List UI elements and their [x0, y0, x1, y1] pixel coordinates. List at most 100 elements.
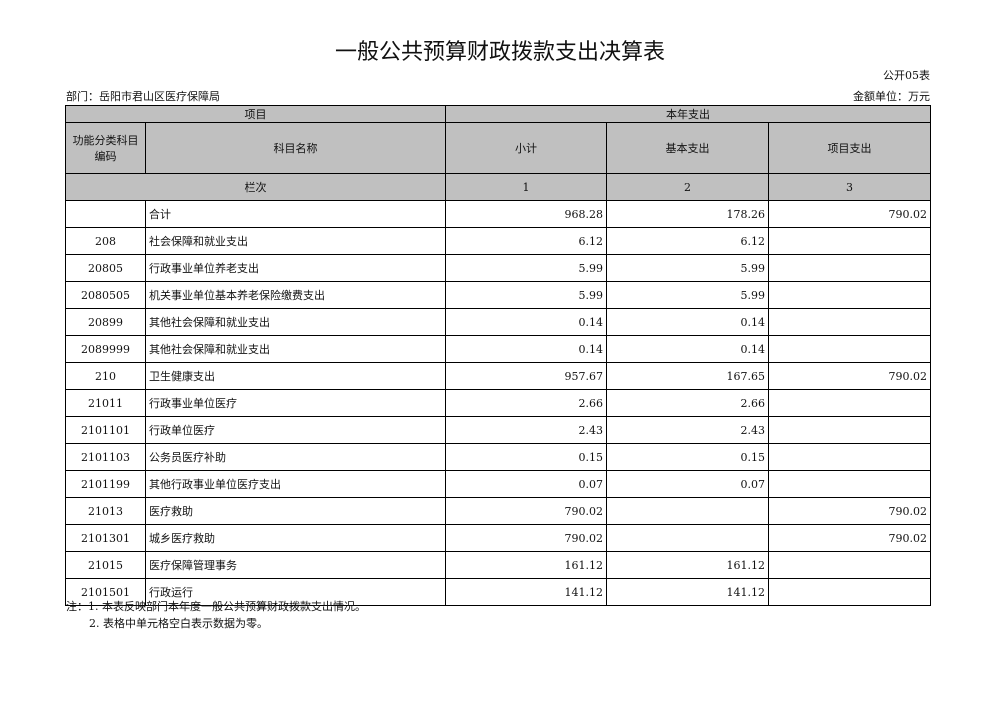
cell-code: 21013 — [65, 497, 146, 525]
cell-subtotal: 2.43 — [445, 416, 607, 444]
cell-project: 790.02 — [768, 524, 931, 552]
cell-subtotal: 790.02 — [445, 524, 607, 552]
cell-subtotal: 0.07 — [445, 470, 607, 498]
cell-code: 20805 — [65, 254, 146, 282]
header-code: 功能分类科目编码 — [65, 122, 146, 174]
cell-project — [768, 578, 931, 606]
cell-code: 2101103 — [65, 443, 146, 471]
cell-subtotal: 6.12 — [445, 227, 607, 255]
cell-name: 社会保障和就业支出 — [145, 227, 446, 255]
cell-name: 其他社会保障和就业支出 — [145, 308, 446, 336]
cell-basic — [606, 524, 769, 552]
cell-name: 合计 — [145, 200, 446, 228]
cell-subtotal: 957.67 — [445, 362, 607, 390]
cell-project — [768, 470, 931, 498]
header-subtotal: 小计 — [445, 122, 607, 174]
unit-label: 金额单位：万元 — [853, 90, 930, 103]
table-row: 20899 其他社会保障和就业支出 0.14 0.14 — [65, 308, 931, 336]
expenditure-table: 项目 本年支出 功能分类科目编码 科目名称 小计 基本支出 项目支出 栏次 1 2 3 合计 96… — [65, 105, 931, 606]
cell-code: 2101199 — [65, 470, 146, 498]
cell-name: 其他社会保障和就业支出 — [145, 335, 446, 363]
cell-subtotal: 790.02 — [445, 497, 607, 525]
cell-basic: 141.12 — [606, 578, 769, 606]
cell-code — [65, 200, 146, 228]
cell-basic: 178.26 — [606, 200, 769, 228]
cell-code: 21011 — [65, 389, 146, 417]
cell-project — [768, 308, 931, 336]
table-row: 2101101 行政单位医疗 2.43 2.43 — [65, 416, 931, 444]
cell-project — [768, 335, 931, 363]
table-row: 2101199 其他行政事业单位医疗支出 0.07 0.07 — [65, 470, 931, 498]
cell-basic: 0.14 — [606, 308, 769, 336]
cell-name: 行政单位医疗 — [145, 416, 446, 444]
cell-project — [768, 281, 931, 309]
cell-project — [768, 443, 931, 471]
cell-code: 2101301 — [65, 524, 146, 552]
cell-project: 790.02 — [768, 200, 931, 228]
header-col1: 1 — [445, 173, 607, 201]
cell-project — [768, 227, 931, 255]
cell-name: 行政运行 — [145, 578, 446, 606]
cell-basic: 167.65 — [606, 362, 769, 390]
cell-code: 208 — [65, 227, 146, 255]
cell-code: 2089999 — [65, 335, 146, 363]
table-row: 21013 医疗救助 790.02 790.02 — [65, 497, 931, 525]
table-row: 2101501 行政运行 141.12 141.12 — [65, 578, 931, 606]
table-row: 2089999 其他社会保障和就业支出 0.14 0.14 — [65, 335, 931, 363]
cell-basic: 5.99 — [606, 281, 769, 309]
table-row: 21011 行政事业单位医疗 2.66 2.66 — [65, 389, 931, 417]
form-number: 公开05表 — [883, 69, 930, 82]
cell-basic: 0.07 — [606, 470, 769, 498]
table-row: 2080505 机关事业单位基本养老保险缴费支出 5.99 5.99 — [65, 281, 931, 309]
header-basic: 基本支出 — [606, 122, 769, 174]
header-current-year: 本年支出 — [445, 105, 931, 123]
cell-code: 20899 — [65, 308, 146, 336]
cell-name: 行政事业单位医疗 — [145, 389, 446, 417]
header-name: 科目名称 — [145, 122, 446, 174]
cell-basic: 0.14 — [606, 335, 769, 363]
note-1: 注：1. 本表反映部门本年度一般公共预算财政拨款支出情况。 — [66, 600, 366, 613]
cell-name: 其他行政事业单位医疗支出 — [145, 470, 446, 498]
table-row: 208 社会保障和就业支出 6.12 6.12 — [65, 227, 931, 255]
cell-subtotal: 0.14 — [445, 335, 607, 363]
table-row: 2101301 城乡医疗救助 790.02 790.02 — [65, 524, 931, 552]
cell-basic — [606, 497, 769, 525]
table-row: 210 卫生健康支出 957.67 167.65 790.02 — [65, 362, 931, 390]
department-label: 部门：岳阳市君山区医疗保障局 — [66, 90, 220, 103]
cell-subtotal: 0.14 — [445, 308, 607, 336]
header-column-order: 栏次 — [65, 173, 446, 201]
cell-basic: 0.15 — [606, 443, 769, 471]
cell-name: 机关事业单位基本养老保险缴费支出 — [145, 281, 446, 309]
header-col3: 3 — [768, 173, 931, 201]
cell-basic: 2.66 — [606, 389, 769, 417]
cell-project — [768, 551, 931, 579]
cell-subtotal: 968.28 — [445, 200, 607, 228]
cell-code: 21015 — [65, 551, 146, 579]
cell-subtotal: 161.12 — [445, 551, 607, 579]
cell-name: 医疗保障管理事务 — [145, 551, 446, 579]
cell-basic: 5.99 — [606, 254, 769, 282]
header-project-exp: 项目支出 — [768, 122, 931, 174]
cell-subtotal: 2.66 — [445, 389, 607, 417]
cell-name: 卫生健康支出 — [145, 362, 446, 390]
notes: 注：1. 本表反映部门本年度一般公共预算财政拨款支出情况。 2. 表格中单元格空… — [66, 598, 366, 632]
cell-project: 790.02 — [768, 497, 931, 525]
cell-project — [768, 416, 931, 444]
cell-name: 医疗救助 — [145, 497, 446, 525]
page-title: 一般公共预算财政拨款支出决算表 — [334, 40, 665, 65]
cell-code: 210 — [65, 362, 146, 390]
header-project: 项目 — [65, 105, 446, 123]
cell-code: 2080505 — [65, 281, 146, 309]
cell-basic: 6.12 — [606, 227, 769, 255]
note-2: 2. 表格中单元格空白表示数据为零。 — [89, 617, 268, 630]
cell-code: 2101501 — [65, 578, 146, 606]
cell-subtotal: 5.99 — [445, 281, 607, 309]
cell-name: 城乡医疗救助 — [145, 524, 446, 552]
cell-code: 2101101 — [65, 416, 146, 444]
cell-basic: 2.43 — [606, 416, 769, 444]
cell-project: 790.02 — [768, 362, 931, 390]
cell-name: 公务员医疗补助 — [145, 443, 446, 471]
table-row: 2101103 公务员医疗补助 0.15 0.15 — [65, 443, 931, 471]
cell-project — [768, 389, 931, 417]
